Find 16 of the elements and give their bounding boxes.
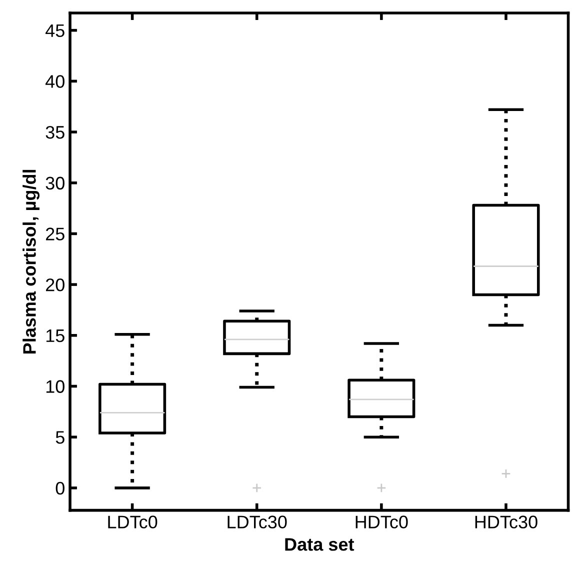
x-tick-label: LDTc30 <box>228 516 287 528</box>
y-tick-label: 35 <box>46 126 64 139</box>
y-tick-label: 40 <box>46 75 64 88</box>
y-tick-label: 30 <box>46 176 64 190</box>
y-tick-label: 15 <box>46 330 64 342</box>
x-tick-label: HDTc30 <box>475 516 538 528</box>
x-axis-title: Data set <box>285 538 354 551</box>
y-tick-label: 5 <box>56 431 64 444</box>
x-tick-label: LDTc0 <box>108 516 158 528</box>
y-tick-label: 20 <box>46 278 64 292</box>
y-tick-label: 25 <box>46 228 64 240</box>
y-tick-label: 45 <box>46 24 64 38</box>
y-axis-title: Plasma cortisol, µg/dl <box>22 170 40 354</box>
y-tick-label: 10 <box>46 380 64 393</box>
y-tick-label: 0 <box>56 482 64 495</box>
x-tick-label: HDTc0 <box>356 516 408 528</box>
